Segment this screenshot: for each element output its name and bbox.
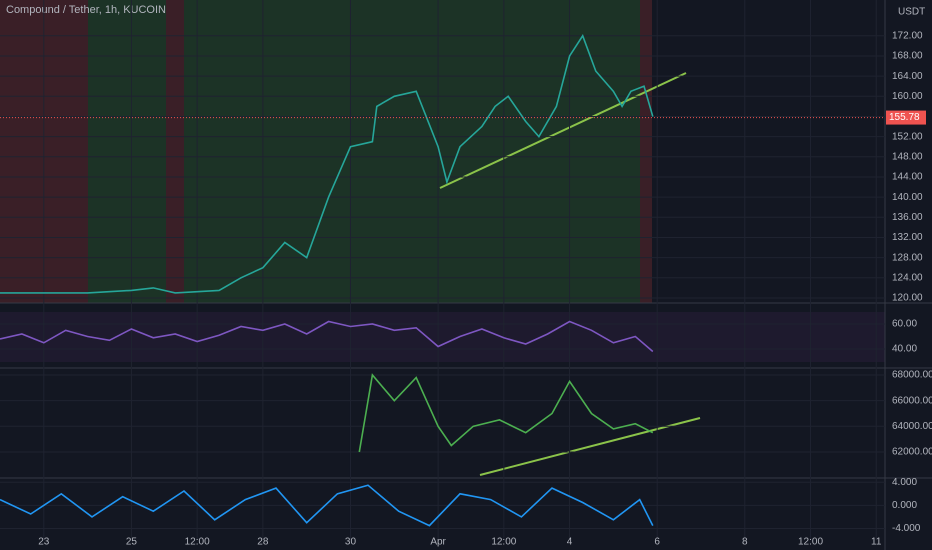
x-tick-label: 11	[871, 537, 882, 548]
last-price-label: 155.78	[889, 112, 920, 123]
x-tick-label: 12:00	[185, 537, 210, 548]
y-tick-label: 160.00	[892, 91, 923, 102]
currency: USDT	[898, 7, 925, 18]
y-tick-label: 132.00	[892, 232, 923, 243]
y-tick-label: -4.000	[892, 523, 921, 534]
x-tick-label: 8	[742, 537, 748, 548]
green-zone	[88, 0, 166, 303]
y-tick-label: 136.00	[892, 212, 923, 223]
y-tick-label: 168.00	[892, 51, 923, 62]
x-tick-label: 23	[38, 537, 50, 548]
y-tick-label: 164.00	[892, 71, 923, 82]
series-line	[0, 484, 654, 527]
y-tick-label: 0.000	[892, 500, 917, 511]
y-tick-label: 4.000	[892, 477, 917, 488]
y-tick-label: 68000.00	[892, 370, 932, 381]
y-tick-label: 60.00	[892, 319, 917, 330]
last-price-box	[886, 110, 926, 125]
series-line	[0, 34, 654, 294]
chart-title: Compound / Tether, 1h, KUCOIN	[6, 4, 166, 16]
y-tick-label: 140.00	[892, 192, 923, 203]
x-tick-label: 12:00	[491, 537, 516, 548]
y-tick-label: 144.00	[892, 172, 923, 183]
y-tick-label: 172.00	[892, 30, 923, 41]
trend-line	[479, 417, 701, 476]
y-tick-label: 128.00	[892, 252, 923, 263]
x-tick-label: 12:00	[798, 537, 823, 548]
y-tick-label: 152.00	[892, 131, 923, 142]
y-tick-label: 120.00	[892, 293, 923, 304]
x-tick-label: Apr	[430, 537, 446, 548]
y-tick-label: 124.00	[892, 272, 923, 283]
rsi-band	[0, 312, 885, 362]
series-line	[0, 320, 654, 353]
x-tick-label: 4	[567, 537, 573, 548]
series-line	[358, 373, 654, 453]
y-tick-label: 62000.00	[892, 447, 932, 458]
x-tick-label: 30	[345, 537, 357, 548]
x-tick-label: 28	[257, 537, 269, 548]
y-tick-label: 64000.00	[892, 421, 932, 432]
y-tick-label: 66000.00	[892, 395, 932, 406]
y-tick-label: 40.00	[892, 344, 917, 355]
x-tick-label: 25	[126, 537, 138, 548]
x-tick-label: 6	[654, 537, 660, 548]
green-zone	[184, 0, 640, 303]
y-tick-label: 148.00	[892, 151, 923, 162]
